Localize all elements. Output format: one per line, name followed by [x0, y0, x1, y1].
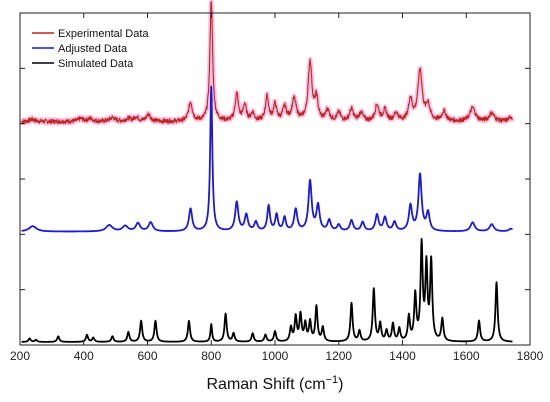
x-tick-label-1600: 1600 [453, 349, 480, 363]
x-tick-label-200: 200 [10, 349, 30, 363]
axes-layer: 200 400 600 800 1000 1200 1400 1600 1800 [10, 12, 544, 363]
series-line-experimental-data [21, 1, 513, 125]
series-line-adjusted-data [21, 85, 514, 233]
x-tick-label-1400: 1400 [389, 349, 416, 363]
x-tick-label-400: 400 [74, 349, 94, 363]
legend-label-experimental-data: Experimental Data [58, 28, 149, 40]
legend-label-adjusted-data: Adjusted Data [58, 43, 128, 55]
x-tick-label-1800: 1800 [517, 349, 544, 363]
x-axis-label-superscript: −1 [326, 374, 339, 386]
x-tick-label-1000: 1000 [262, 349, 289, 363]
x-axis-label: Raman Shift (cm−1) [206, 374, 343, 393]
x-axis-label-close: ) [338, 376, 343, 393]
x-axis-label-text: Raman Shift (cm [206, 376, 325, 393]
legend: Experimental Data Adjusted Data Simulated … [32, 28, 149, 70]
series-layer [19, 0, 515, 343]
series-line-simulated-data [21, 238, 514, 343]
legend-label-simulated-data: Simulated Data [58, 58, 134, 70]
x-tick-label-600: 600 [137, 349, 157, 363]
x-tick-label-800: 800 [201, 349, 221, 363]
x-tick-label-1200: 1200 [325, 349, 352, 363]
